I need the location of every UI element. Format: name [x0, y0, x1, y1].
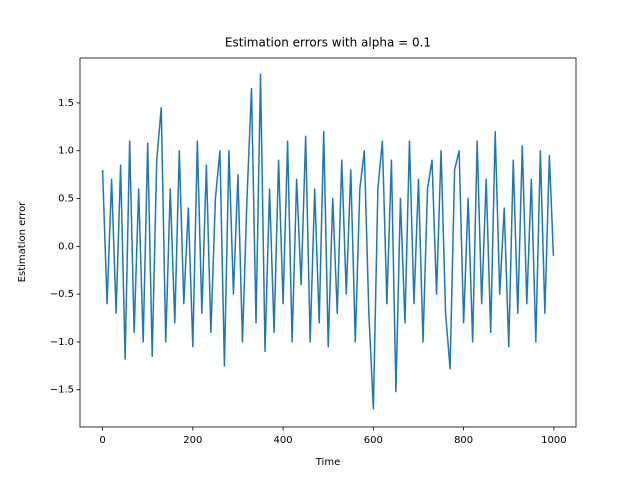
y-tick-label: 1.5 [58, 98, 74, 109]
data-line [101, 73, 555, 410]
y-tick-label: 0.5 [58, 194, 74, 205]
x-tick-label: 0 [99, 435, 105, 446]
y-tick-label: 0.0 [58, 241, 74, 252]
x-tick-label: 800 [454, 435, 473, 446]
chart-title: Estimation errors with alpha = 0.1 [225, 36, 431, 50]
x-axis-label: Time [315, 457, 340, 468]
y-tick-label: −0.5 [50, 289, 74, 300]
plot-frame [79, 57, 577, 428]
y-tick-label: −1.0 [50, 337, 74, 348]
y-tick-label: 1.0 [58, 146, 74, 157]
x-tick-label: 600 [364, 435, 383, 446]
y-axis-label: Estimation error [17, 201, 28, 283]
x-tick-label: 1000 [541, 435, 566, 446]
x-tick-label: 400 [274, 435, 293, 446]
y-tick-label: −1.5 [50, 385, 74, 396]
x-tick-label: 200 [183, 435, 202, 446]
